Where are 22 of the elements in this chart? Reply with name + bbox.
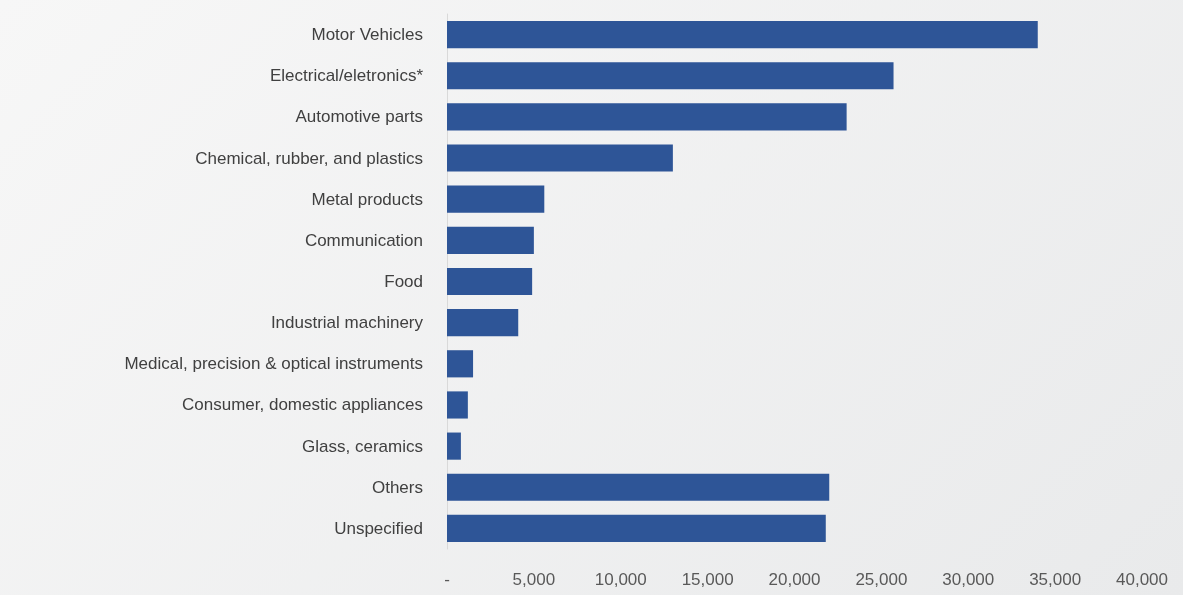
- y-tick-label: Consumer, domestic appliances: [182, 395, 423, 415]
- x-tick-label: -: [444, 570, 450, 589]
- x-tick-label: 10,000: [594, 570, 647, 589]
- x-tick-label: 25,000: [855, 570, 908, 589]
- x-tick-label: 35,000: [1029, 570, 1082, 589]
- x-tick-label: 30,000: [942, 570, 995, 589]
- y-tick-label: Electrical/eletronics*: [269, 66, 424, 86]
- y-tick-label: Glass, ceramics: [302, 436, 423, 456]
- y-tick-label: Unspecified: [334, 518, 423, 538]
- y-tick-label: Metal products: [311, 189, 423, 209]
- y-tick-label: Chemical, rubber, and plastics: [195, 148, 423, 168]
- y-tick-label: Medical, precision & optical instruments: [124, 354, 423, 374]
- y-tick-label: Automotive parts: [295, 107, 423, 127]
- y-tick-label: Communication: [304, 230, 423, 250]
- x-tick-label: 40,000: [1116, 570, 1168, 589]
- y-tick-label: Industrial machinery: [270, 313, 424, 333]
- y-tick-label: Food: [384, 272, 423, 291]
- y-tick-label: Motor Vehicles: [311, 25, 423, 45]
- x-tick-label: 5,000: [512, 570, 556, 589]
- y-tick-label: Others: [371, 477, 423, 497]
- x-tick-label: 20,000: [768, 570, 821, 589]
- x-tick-label: 15,000: [681, 570, 734, 589]
